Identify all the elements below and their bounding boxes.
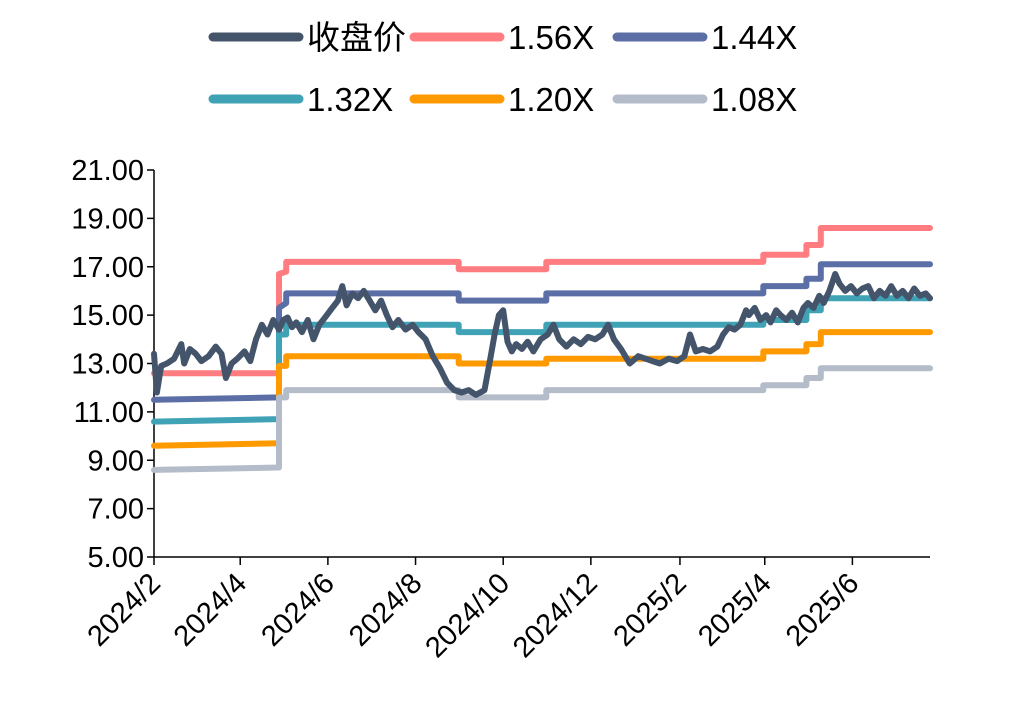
legend-label: 1.32X <box>307 81 393 118</box>
x-tick-label: 2024/6 <box>255 567 340 652</box>
y-tick-label: 9.00 <box>88 445 144 477</box>
legend-item-1-08x: 1.08X <box>612 81 797 118</box>
x-tick-label: 2024/12 <box>507 567 604 664</box>
series-line-1-08x <box>151 365 933 473</box>
legend-item-1-20x: 1.20X <box>409 81 594 118</box>
legend-label: 收盘价 <box>307 19 406 56</box>
y-tick-label: 19.00 <box>71 203 144 235</box>
legend-item-1-44x: 1.44X <box>612 19 797 56</box>
legend: 收盘价 1.56X 1.44X 1.32X 1.20X 1.08X <box>208 19 797 118</box>
legend-item-1-32x: 1.32X <box>208 81 393 118</box>
series-line-1-44x <box>151 261 933 403</box>
legend-label: 1.56X <box>508 19 594 56</box>
y-tick-label: 17.00 <box>71 252 144 284</box>
legend-item-series-0: 收盘价 <box>208 19 406 56</box>
legend-label: 1.08X <box>711 81 797 118</box>
x-tick-label: 2024/2 <box>82 567 167 652</box>
legend-label: 1.44X <box>711 19 797 56</box>
y-tick-label: 15.00 <box>71 300 144 332</box>
x-tick-label: 2024/4 <box>168 567 253 652</box>
y-tick-label: 5.00 <box>88 542 144 574</box>
plot-area <box>151 225 933 473</box>
series-line-1-20x <box>151 329 933 449</box>
legend-item-1-56x: 1.56X <box>409 19 594 56</box>
x-tick-label: 2025/4 <box>692 567 777 652</box>
series-line-1-56x <box>151 225 933 377</box>
y-axis: 5.00 7.00 9.00 11.00 13.00 15.00 17.00 19.00 21.… <box>71 155 155 574</box>
legend-label: 1.20X <box>508 81 594 118</box>
x-tick-label: 2025/2 <box>608 567 693 652</box>
x-tick-label: 2024/8 <box>343 567 428 652</box>
y-tick-label: 21.00 <box>71 155 144 187</box>
y-tick-label: 13.00 <box>71 349 144 381</box>
series-line-series-0 <box>151 271 933 398</box>
series-line-1-32x <box>151 295 933 425</box>
y-tick-label: 11.00 <box>74 397 144 429</box>
x-tick-label: 2024/10 <box>419 567 516 664</box>
y-tick-label: 7.00 <box>88 494 144 526</box>
x-tick-label: 2025/6 <box>780 567 865 652</box>
